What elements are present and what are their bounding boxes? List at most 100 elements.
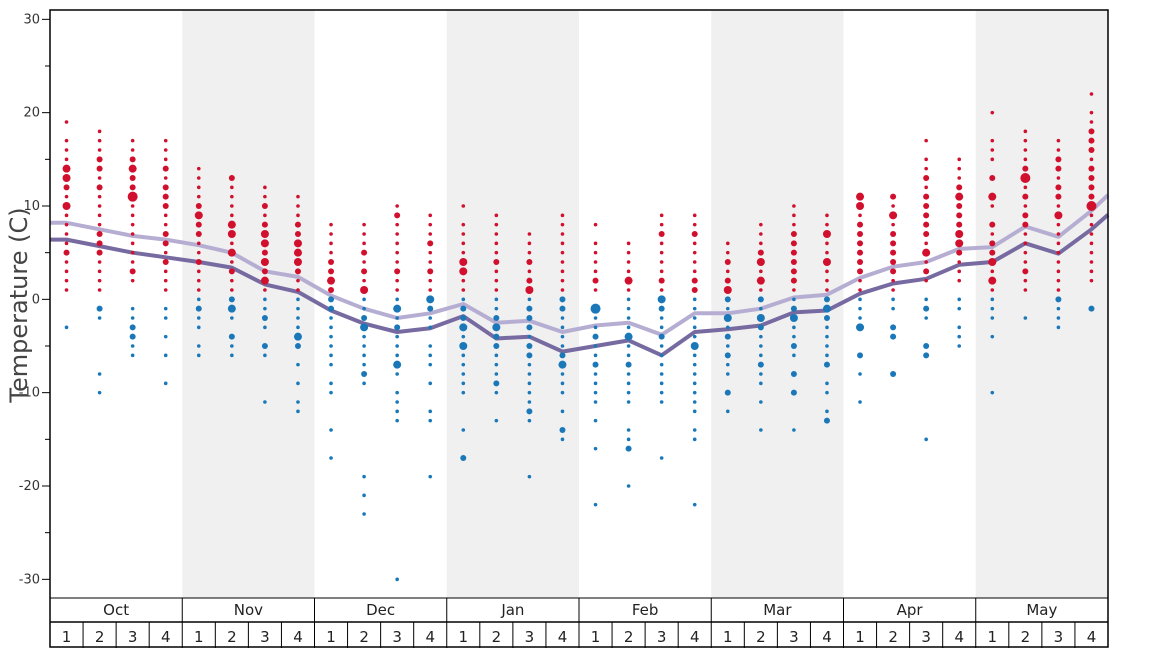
min-temp-dot bbox=[329, 334, 333, 339]
max-temp-dot bbox=[459, 267, 468, 276]
max-temp-dot bbox=[163, 157, 168, 162]
max-temp-dot bbox=[1089, 157, 1094, 162]
max-temp-dot bbox=[127, 191, 138, 202]
max-temp-dot bbox=[362, 241, 366, 246]
min-temp-dot bbox=[362, 306, 366, 311]
min-temp-dot bbox=[757, 324, 764, 331]
max-temp-dot bbox=[130, 278, 135, 283]
min-temp-dot bbox=[329, 456, 333, 460]
max-temp-dot bbox=[658, 277, 665, 284]
min-temp-dot bbox=[593, 353, 598, 358]
max-temp-dot bbox=[857, 249, 864, 256]
max-temp-dot bbox=[260, 276, 269, 285]
max-temp-dot bbox=[162, 165, 169, 172]
max-temp-dot bbox=[196, 176, 201, 180]
max-temp-dot bbox=[1023, 260, 1028, 264]
max-temp-dot bbox=[493, 259, 500, 265]
max-temp-dot bbox=[130, 148, 135, 152]
min-temp-dot bbox=[196, 297, 201, 302]
min-temp-dot bbox=[590, 303, 601, 314]
max-temp-dot bbox=[130, 138, 135, 143]
max-temp-dot bbox=[428, 213, 433, 218]
max-temp-dot bbox=[1022, 165, 1029, 172]
max-temp-dot bbox=[626, 250, 631, 255]
min-temp-dot bbox=[725, 362, 730, 367]
trend-line-light bbox=[50, 193, 1110, 337]
max-temp-dot bbox=[1089, 278, 1094, 283]
max-temp-dot bbox=[792, 213, 796, 218]
min-temp-dot bbox=[957, 325, 962, 330]
max-temp-dot bbox=[362, 278, 366, 283]
min-temp-dot bbox=[825, 353, 829, 358]
max-temp-dot bbox=[658, 231, 665, 237]
max-temp-dot bbox=[64, 241, 69, 246]
max-temp-dot bbox=[129, 156, 136, 163]
min-temp-dot bbox=[395, 577, 399, 582]
max-temp-dot bbox=[129, 184, 136, 191]
max-temp-dot bbox=[593, 250, 598, 255]
max-temp-dot bbox=[1056, 232, 1061, 236]
max-temp-dot bbox=[328, 287, 335, 293]
min-temp-dot bbox=[296, 400, 300, 404]
min-temp-dot bbox=[296, 381, 300, 386]
max-temp-dot bbox=[924, 157, 928, 162]
min-temp-dot bbox=[163, 334, 168, 339]
min-temp-dot bbox=[626, 381, 631, 386]
min-temp-dot bbox=[493, 333, 500, 340]
max-temp-dot bbox=[989, 175, 996, 181]
min-temp-dot bbox=[527, 372, 532, 376]
min-temp-dot bbox=[328, 296, 335, 303]
min-temp-dot bbox=[362, 512, 366, 516]
max-temp-dot bbox=[1023, 148, 1028, 152]
month-label: Oct bbox=[103, 601, 129, 619]
max-temp-dot bbox=[924, 278, 928, 283]
max-temp-dot bbox=[196, 288, 201, 292]
max-temp-dot bbox=[296, 204, 300, 208]
week-label: 1 bbox=[723, 628, 733, 646]
max-temp-dot bbox=[195, 259, 202, 265]
max-temp-dot bbox=[196, 269, 201, 274]
min-temp-dot bbox=[460, 305, 467, 312]
min-temp-dot bbox=[329, 428, 333, 432]
max-temp-dot bbox=[560, 213, 565, 218]
max-temp-dot bbox=[230, 278, 234, 283]
max-temp-dot bbox=[825, 269, 829, 274]
max-temp-dot bbox=[527, 250, 532, 255]
min-temp-dot bbox=[558, 360, 567, 369]
min-temp-dot bbox=[395, 334, 399, 339]
max-temp-dot bbox=[96, 240, 103, 247]
min-temp-dot bbox=[659, 456, 664, 460]
min-temp-dot bbox=[329, 325, 333, 330]
max-temp-dot bbox=[97, 222, 102, 227]
min-temp-dot bbox=[626, 390, 631, 395]
min-temp-dot bbox=[626, 297, 631, 302]
min-temp-dot bbox=[592, 361, 599, 368]
max-temp-dot bbox=[889, 211, 898, 220]
min-temp-dot bbox=[263, 325, 267, 330]
max-temp-dot bbox=[230, 260, 234, 264]
max-temp-dot bbox=[1056, 250, 1061, 255]
month-shading bbox=[182, 10, 1108, 598]
max-temp-dot bbox=[64, 120, 69, 124]
min-temp-dot bbox=[163, 316, 168, 320]
max-temp-dot bbox=[329, 222, 333, 227]
min-temp-dot bbox=[526, 305, 533, 312]
max-temp-dot bbox=[1056, 241, 1061, 246]
min-temp-dot bbox=[163, 353, 168, 358]
min-temp-dot bbox=[393, 360, 402, 369]
min-temp-dot bbox=[724, 389, 731, 396]
min-temp-dot bbox=[163, 381, 168, 386]
min-temp-dot bbox=[692, 316, 697, 320]
min-temp-dot bbox=[692, 362, 697, 367]
min-temp-dot bbox=[858, 306, 862, 311]
max-temp-dot bbox=[1056, 138, 1061, 143]
min-temp-dot bbox=[526, 408, 533, 415]
max-temp-dot bbox=[461, 250, 466, 255]
min-temp-dot bbox=[130, 316, 135, 320]
max-temp-dot bbox=[1023, 241, 1028, 246]
max-temp-dot bbox=[923, 221, 930, 228]
max-temp-dot bbox=[792, 288, 796, 292]
min-temp-dot bbox=[724, 333, 731, 340]
min-temp-dot bbox=[195, 305, 202, 312]
week-label: 4 bbox=[1087, 628, 1097, 646]
